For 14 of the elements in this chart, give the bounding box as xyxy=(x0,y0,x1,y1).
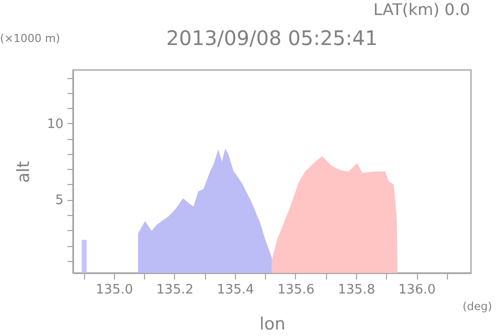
text: (deg) xyxy=(462,300,492,313)
y-axis-title: alt xyxy=(14,160,34,183)
x-axis-title: lon xyxy=(260,314,286,334)
chart-subtitle: LAT(km) 0.0 xyxy=(373,0,470,19)
y-tick-label: 5 xyxy=(55,193,64,208)
x-tick-label: 135.6 xyxy=(277,282,315,298)
x-tick-label: 135.2 xyxy=(156,282,194,298)
chart-title: 2013/09/08 05:25:41 xyxy=(166,26,378,50)
x-tick-label: 135.8 xyxy=(338,282,376,298)
y-tick-label: 10 xyxy=(46,116,64,132)
x-tick-label: 135.0 xyxy=(96,282,133,298)
text: (×1000 m) xyxy=(0,32,60,45)
x-tick-label: 135.4 xyxy=(216,282,254,298)
x-tick-label: 136.0 xyxy=(398,282,436,298)
